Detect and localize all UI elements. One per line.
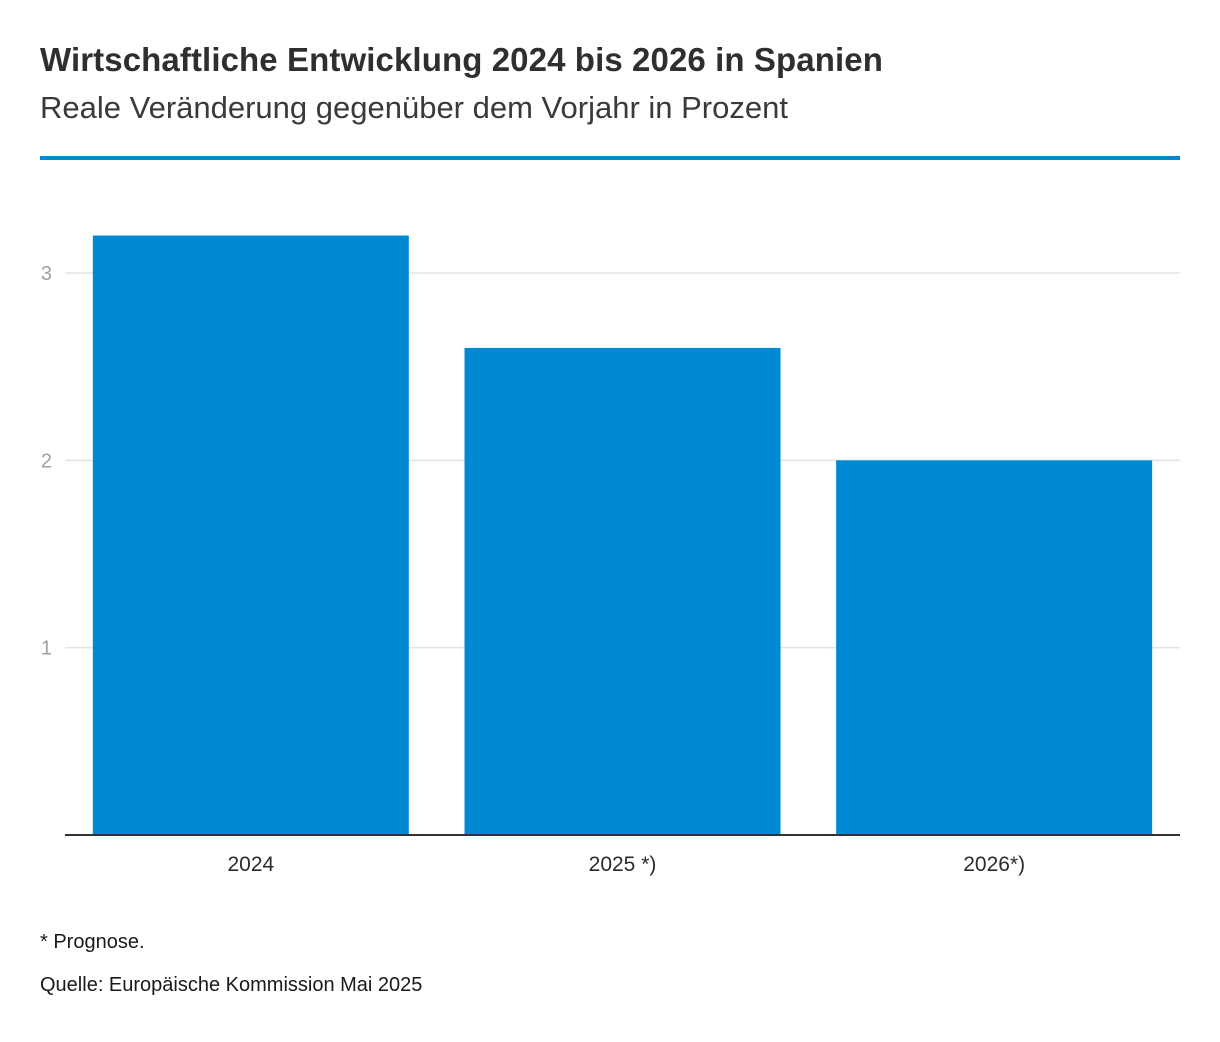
chart-title: Wirtschaftliche Entwicklung 2024 bis 202… xyxy=(40,41,883,78)
y-tick-label-1: 1 xyxy=(41,638,52,660)
x-tick-label-1: 2025 *) xyxy=(589,853,657,876)
title-divider xyxy=(40,156,1180,160)
x-tick-label-0: 2024 xyxy=(227,853,274,876)
y-axis-ticks: 1 2 3 xyxy=(41,263,52,660)
x-axis-categories: 2024 2025 *) 2026*) xyxy=(227,853,1025,876)
bar-2 xyxy=(836,460,1153,835)
y-tick-label-2: 2 xyxy=(41,450,52,472)
source-note: Quelle: Europäische Kommission Mai 2025 xyxy=(40,974,423,996)
footnote: * Prognose. xyxy=(40,931,145,953)
y-tick-label-3: 3 xyxy=(41,263,52,285)
x-tick-label-2: 2026*) xyxy=(963,853,1025,876)
bars xyxy=(92,235,1153,835)
bar-0 xyxy=(92,235,409,835)
chart-subtitle: Reale Veränderung gegenüber dem Vorjahr … xyxy=(40,90,788,125)
bar-1 xyxy=(464,347,781,835)
